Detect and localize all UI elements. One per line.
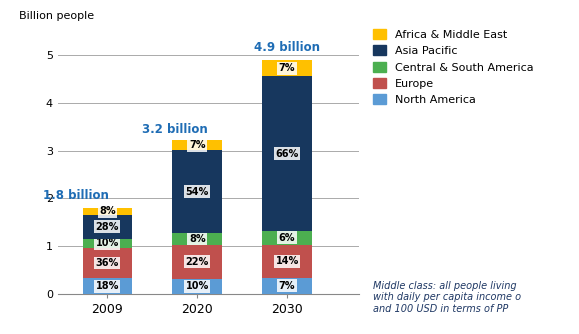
Bar: [173, 150, 222, 233]
Text: 3.2 billion: 3.2 billion: [142, 123, 208, 136]
Bar: [262, 60, 312, 76]
Bar: [173, 279, 222, 294]
Text: 7%: 7%: [279, 281, 295, 291]
Text: 66%: 66%: [276, 149, 299, 159]
Text: 8%: 8%: [99, 206, 116, 216]
Bar: [262, 278, 312, 294]
Text: 54%: 54%: [186, 187, 209, 197]
Bar: [173, 233, 222, 245]
Text: 14%: 14%: [276, 256, 299, 266]
Text: 7%: 7%: [189, 140, 206, 150]
Bar: [262, 231, 312, 245]
Text: 6%: 6%: [279, 233, 295, 243]
Text: 4.9 billion: 4.9 billion: [254, 41, 320, 54]
Bar: [173, 245, 222, 279]
Bar: [83, 215, 132, 239]
Text: 1.8 billion: 1.8 billion: [43, 189, 109, 202]
Text: 7%: 7%: [279, 63, 295, 73]
Bar: [83, 247, 132, 279]
Bar: [262, 76, 312, 231]
Bar: [83, 208, 132, 215]
Text: 22%: 22%: [186, 257, 209, 267]
Bar: [83, 279, 132, 294]
Text: 28%: 28%: [96, 222, 119, 232]
Text: 10%: 10%: [186, 281, 209, 291]
Text: 10%: 10%: [96, 238, 119, 248]
Text: Billion people: Billion people: [19, 11, 94, 21]
Bar: [262, 245, 312, 278]
Bar: [83, 239, 132, 247]
Legend: Africa & Middle East, Asia Pacific, Central & South America, Europe, North Ameri: Africa & Middle East, Asia Pacific, Cent…: [371, 27, 536, 108]
Text: 36%: 36%: [96, 258, 119, 268]
Bar: [173, 140, 222, 150]
Text: 18%: 18%: [96, 281, 119, 291]
Text: Middle class: all people living
with daily per capita income o
and 100 USD in te: Middle class: all people living with dai…: [373, 281, 522, 314]
Text: 8%: 8%: [189, 234, 206, 244]
